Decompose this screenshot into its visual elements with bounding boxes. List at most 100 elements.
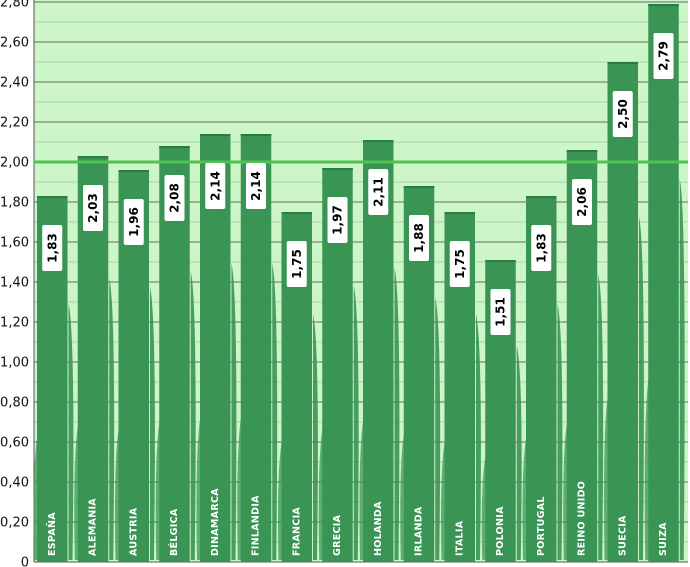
- bar-top-edge: [607, 62, 638, 64]
- bar-side-curve: [33, 432, 38, 560]
- y-tick-label: 1,00: [0, 356, 29, 371]
- value-label-box: [653, 33, 674, 79]
- y-tick-label: 2,20: [0, 116, 29, 131]
- bar-side-curve: [359, 415, 364, 560]
- bar-top-edge: [281, 212, 312, 214]
- category-labels: ESPAÑA ALEMANIA AUSTRIA BÉLGICA DINAMARCA FIN…: [47, 481, 669, 556]
- value-label: 1,75: [453, 249, 467, 279]
- bar-top-edge: [403, 186, 435, 188]
- category-label: ALEMANIA: [88, 498, 99, 556]
- value-label-box: [286, 241, 307, 287]
- y-tick-label: 0,60: [0, 436, 29, 451]
- bar-side-curve: [237, 413, 242, 560]
- value-label-box: [449, 241, 470, 287]
- bar-side-curve: [278, 437, 283, 560]
- value-label: 2,14: [208, 171, 222, 201]
- category-label: ESPAÑA: [47, 512, 58, 556]
- category-label: PORTUGAL: [536, 496, 547, 556]
- category-label: SUECIA: [617, 515, 628, 556]
- bar-top-edge: [485, 260, 516, 262]
- category-label: REINO UNIDO: [577, 481, 588, 556]
- value-label: 2,11: [371, 177, 385, 207]
- bar-side-curve: [516, 345, 522, 560]
- y-tick-label: 0: [21, 556, 29, 567]
- bar-side-curve: [150, 287, 155, 560]
- value-label: 2,06: [575, 187, 589, 217]
- value-label: 1,83: [534, 233, 548, 263]
- bar: [607, 62, 638, 562]
- bar-top-edge: [37, 196, 68, 198]
- bar-group: [115, 170, 155, 562]
- category-label: POLONIA: [495, 506, 506, 556]
- bar-top-edge: [648, 4, 679, 6]
- y-tick-label: 0,20: [0, 516, 29, 531]
- bar-top-edge: [118, 170, 149, 172]
- bar-side-curve: [115, 424, 120, 560]
- bar: [648, 4, 679, 562]
- category-label: DINAMARCA: [210, 488, 221, 556]
- bar-side-curve: [109, 278, 115, 560]
- value-labels: 1,83 2,03 1,96 2,08 2,14 2,14 1,75 1,97 2,11 1,88…: [42, 33, 674, 335]
- category-label: HOLANDA: [373, 501, 384, 556]
- bar-group: [278, 212, 318, 562]
- value-label-box: [42, 225, 63, 271]
- bar-side-curve: [639, 217, 644, 560]
- bar-side-curve: [313, 314, 318, 560]
- y-tick-label: 1,20: [0, 316, 29, 331]
- bar-top-edge: [322, 168, 353, 170]
- bar-top-edge: [77, 156, 109, 158]
- category-label: FRANCIA: [291, 507, 302, 556]
- value-label: 2,03: [86, 193, 100, 223]
- bar-top-edge: [526, 196, 557, 198]
- value-label-box: [205, 163, 226, 209]
- value-label-box: [368, 169, 389, 215]
- value-label-box: [246, 163, 266, 209]
- value-label-box: [123, 199, 144, 245]
- bar-side-curve: [231, 263, 237, 560]
- category-label: BÉLGICA: [168, 508, 180, 556]
- value-label: 2,79: [657, 41, 671, 71]
- value-label-box: [612, 91, 633, 137]
- value-label-box: [327, 197, 348, 243]
- bar-side-curve: [68, 304, 74, 560]
- bar-side-curve: [476, 314, 481, 560]
- value-label-box: [409, 215, 429, 261]
- y-tick-label: 2,60: [0, 36, 29, 51]
- y-tick-label: 2,00: [0, 156, 29, 171]
- bar-top-edge: [566, 150, 598, 152]
- y-tick-label: 1,40: [0, 276, 29, 291]
- bar-side-curve: [155, 417, 161, 560]
- bar-top-edge: [363, 140, 394, 142]
- bar-side-curve: [679, 179, 685, 561]
- y-tick-label: 2,40: [0, 76, 29, 91]
- bar-side-curve: [394, 267, 400, 560]
- bar-side-curve: [644, 374, 650, 560]
- category-label: IRLANDA: [414, 506, 425, 556]
- bar-top-edge: [200, 134, 231, 136]
- bars: [33, 4, 685, 562]
- value-label: 1,51: [494, 297, 508, 327]
- bar-side-curve: [481, 451, 487, 560]
- value-label: 1,97: [331, 205, 345, 235]
- category-label: SUIZA: [658, 522, 669, 556]
- bar-side-curve: [196, 413, 201, 560]
- bar-side-curve: [318, 423, 324, 560]
- bar-side-curve: [604, 392, 609, 560]
- bar-side-curve: [190, 271, 196, 560]
- value-label-box: [572, 179, 592, 225]
- value-label-box: [490, 289, 511, 335]
- category-label: ITALIA: [454, 520, 465, 556]
- bar-side-curve: [272, 263, 278, 560]
- bar-side-curve: [563, 418, 568, 560]
- y-tick-label: 0,80: [0, 396, 29, 411]
- category-label: GRECIA: [332, 514, 343, 556]
- y-tick-label: 0,40: [0, 476, 29, 491]
- value-label: 1,88: [412, 223, 426, 253]
- value-label: 2,14: [249, 171, 263, 201]
- value-label: 1,83: [45, 233, 59, 263]
- bar-group: [604, 62, 644, 562]
- bar-side-curve: [435, 297, 441, 560]
- value-label: 2,08: [168, 183, 182, 213]
- value-label: 1,96: [127, 207, 141, 237]
